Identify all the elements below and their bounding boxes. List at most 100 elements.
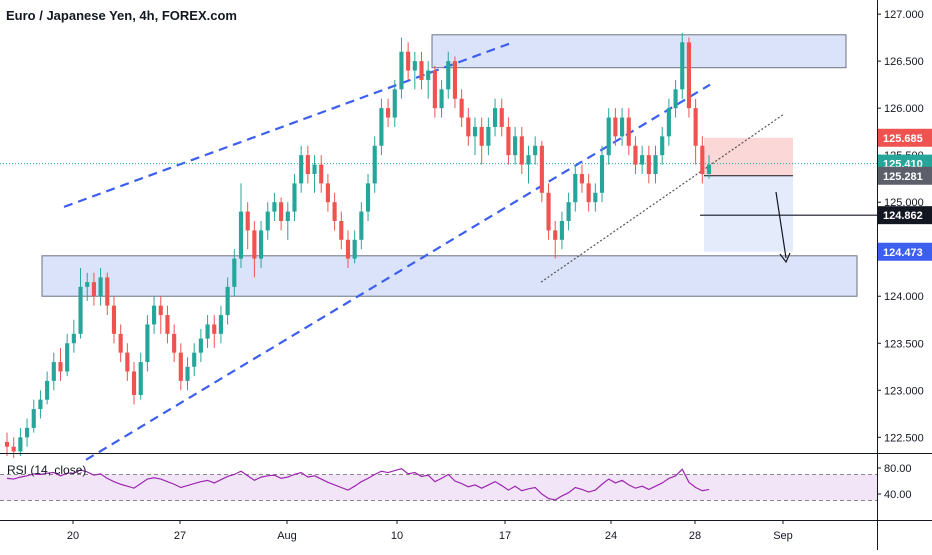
candle [399, 37, 404, 99]
candle [640, 145, 645, 174]
price-tick-label: 126.500 [884, 56, 924, 68]
candle-body [172, 333, 177, 353]
candle [606, 108, 611, 165]
candle-body [566, 202, 571, 221]
candle-body [419, 61, 424, 80]
candle-body [118, 333, 123, 353]
rsi-label: RSI (14, close) [7, 463, 87, 477]
candle [299, 145, 304, 193]
candle-body [606, 117, 611, 156]
candle [593, 183, 598, 212]
stop-zone [704, 137, 793, 176]
candle-body [513, 136, 518, 156]
candle [660, 126, 665, 165]
candle [666, 98, 671, 146]
candle-body [232, 258, 237, 287]
candle-body [559, 220, 564, 240]
price-tick-label: 123.500 [884, 338, 924, 350]
candle-body [299, 155, 304, 184]
candle-body [71, 333, 76, 344]
candle [205, 315, 210, 348]
candle-body [379, 108, 384, 146]
candle-body [452, 61, 458, 99]
candle-body [51, 362, 56, 381]
candle [419, 51, 424, 90]
candle-body [178, 352, 183, 381]
candle-body [198, 338, 203, 353]
candle [472, 117, 478, 156]
time-tick-label: 24 [605, 530, 617, 542]
candle-body [593, 192, 598, 203]
candle-body [432, 70, 437, 109]
channel-upper-line [63, 41, 514, 208]
price-tick-label: 124.000 [884, 291, 924, 303]
candle [145, 315, 150, 372]
candle [573, 164, 578, 212]
candle-body [205, 324, 210, 339]
candle-body [653, 155, 658, 174]
candle [192, 343, 197, 377]
candle-body [365, 183, 371, 212]
candle-body [660, 136, 665, 156]
candle [566, 192, 571, 231]
rsi-band-fill [0, 474, 877, 501]
candle-body [258, 230, 264, 259]
price-tick-label: 123.000 [884, 385, 924, 397]
candle-body [332, 202, 337, 221]
candle [252, 220, 257, 278]
candle [232, 249, 237, 297]
candle [238, 183, 244, 269]
time-tick-label: Aug [277, 530, 297, 542]
candle [305, 145, 310, 184]
candle-body [45, 380, 50, 400]
candle-body [105, 277, 110, 306]
candle [499, 98, 504, 137]
candle-body [111, 305, 117, 334]
candle-body [345, 239, 351, 259]
candle [265, 202, 270, 240]
candle [620, 108, 625, 146]
candle-body [406, 51, 411, 71]
candle-body [225, 286, 230, 316]
candle-body [459, 98, 464, 118]
candle [379, 98, 384, 156]
candle-body [613, 117, 618, 137]
candle [339, 211, 344, 250]
candle [65, 333, 70, 377]
candle [165, 305, 170, 344]
candle-body [125, 352, 130, 372]
candle [198, 329, 203, 363]
candle-body [640, 155, 645, 165]
candle [279, 197, 284, 231]
candle [359, 202, 364, 250]
candle [272, 192, 277, 221]
candle [352, 230, 357, 264]
price-label-entry-level: 125.281 [878, 166, 932, 185]
candle-body [238, 211, 244, 259]
candle [91, 272, 96, 306]
price-label-text: 125.685 [883, 133, 923, 145]
candle-body [11, 446, 16, 452]
candle-body [65, 343, 70, 372]
resistance-zone [431, 34, 847, 69]
candle-body [78, 286, 83, 334]
projection-arrow-line [775, 191, 787, 259]
candle-body [372, 145, 377, 184]
price-label-bg [878, 206, 932, 225]
candle [700, 136, 705, 184]
candle [31, 399, 36, 433]
candle-body [499, 108, 504, 127]
candle [613, 108, 618, 146]
candle-body [386, 108, 391, 118]
candle [546, 183, 551, 240]
candle-body [212, 324, 217, 334]
candle [439, 79, 444, 118]
price-label-stop-level: 125.685 [878, 128, 932, 147]
candle-body [131, 371, 137, 395]
candle-body [4, 441, 10, 447]
candle [78, 268, 83, 339]
candle-body [633, 145, 638, 165]
candle [178, 343, 183, 391]
price-tick-label: 126.000 [884, 103, 924, 115]
price-label-target-level: 124.473 [878, 242, 932, 261]
